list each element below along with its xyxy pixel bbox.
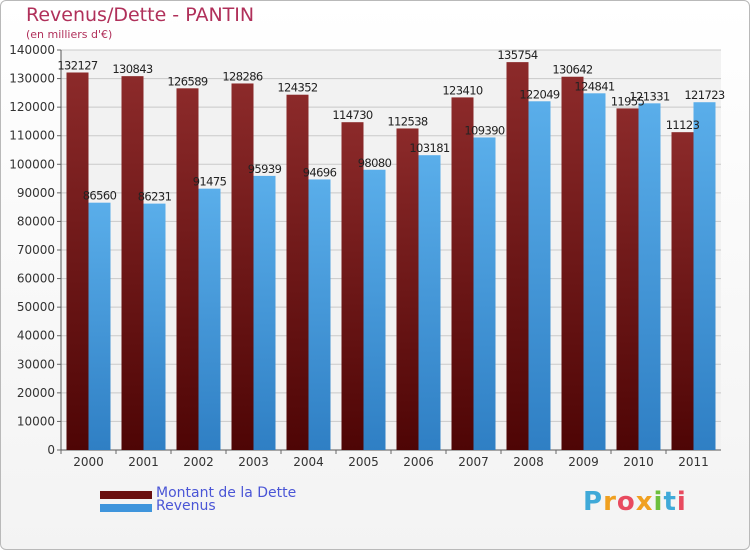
- revenue-value-label: 86231: [138, 190, 172, 204]
- revenue-value-label: 121723: [684, 88, 725, 102]
- debt-value-label: 130843: [112, 62, 153, 76]
- y-tick-label: 40000: [17, 329, 55, 343]
- x-tick-label: 2010: [623, 455, 654, 469]
- debt-bar: [616, 108, 639, 451]
- revenue-value-label: 91475: [193, 175, 227, 189]
- y-tick-label: 20000: [17, 386, 55, 400]
- x-tick-label: 2005: [348, 455, 379, 469]
- logo-letter: x: [635, 487, 654, 517]
- x-tick-label: 2008: [513, 455, 544, 469]
- debt-bar: [286, 94, 309, 451]
- debt-value-label: 135754: [497, 48, 538, 62]
- x-tick-label: 2009: [568, 455, 599, 469]
- revenue-bar: [363, 169, 386, 450]
- debt-value-label: 123410: [442, 83, 483, 97]
- revenue-bar: [528, 101, 551, 450]
- debt-value-label: 124352: [277, 81, 318, 95]
- revenue-value-label: 122049: [519, 87, 560, 101]
- debt-value-label: 114730: [332, 108, 373, 122]
- y-tick-label: 30000: [17, 357, 55, 371]
- revenue-value-label: 103181: [409, 141, 450, 155]
- logo-letter: i: [653, 487, 664, 517]
- revenue-bar: [308, 179, 331, 450]
- revenue-value-label: 86560: [83, 189, 117, 203]
- revenue-value-label: 95939: [248, 162, 282, 176]
- revenue-value-label: 98080: [358, 156, 392, 170]
- x-tick-label: 2006: [403, 455, 434, 469]
- x-tick-label: 2004: [293, 455, 324, 469]
- chart-title: Revenus/Dette - PANTIN: [26, 4, 255, 26]
- debt-bar: [506, 62, 529, 450]
- revenue-bar: [198, 188, 221, 450]
- debt-bar: [66, 72, 89, 450]
- logo-letter: r: [603, 487, 617, 517]
- y-tick-label: 120000: [9, 100, 55, 114]
- debt-value-label: 126589: [167, 74, 208, 88]
- y-tick-label: 90000: [17, 186, 55, 200]
- debt-bar: [671, 132, 694, 450]
- y-tick-label: 70000: [17, 243, 55, 257]
- logo-letter: i: [676, 487, 687, 517]
- chart-subtitle: (en milliers d'€): [26, 28, 113, 41]
- revenue-value-label: 121331: [629, 89, 670, 103]
- revenue-bar: [418, 155, 441, 450]
- debt-value-label: 132127: [57, 58, 98, 72]
- x-tick-label: 2002: [183, 455, 214, 469]
- debt-bar: [176, 88, 199, 451]
- y-tick-label: 50000: [17, 300, 55, 314]
- y-tick-label: 10000: [17, 414, 55, 428]
- debt-value-label: 130642: [552, 63, 593, 77]
- debt-value-label: 128286: [222, 69, 263, 83]
- revenue-bar: [638, 103, 661, 450]
- logo-letter: o: [616, 487, 636, 517]
- logo-letter: P: [583, 487, 604, 517]
- revenue-bar: [693, 102, 716, 450]
- revenue-value-label: 94696: [303, 165, 337, 179]
- revenue-bar: [253, 175, 276, 451]
- debt-bar: [231, 83, 254, 451]
- legend-label-revenue: Revenus: [156, 498, 216, 514]
- legend-swatch-revenue: [100, 504, 152, 512]
- revenue-value-label: 109390: [464, 123, 505, 137]
- y-tick-label: 100000: [9, 157, 55, 171]
- revenue-bar: [88, 202, 111, 450]
- y-tick-label: 130000: [9, 72, 55, 86]
- debt-bar: [396, 128, 419, 450]
- logo-letter: t: [663, 487, 677, 517]
- debt-bar: [561, 76, 584, 450]
- x-tick-label: 2007: [458, 455, 489, 469]
- legend-label-debt: Montant de la Dette: [156, 485, 297, 501]
- debt-value-label: 112538: [387, 114, 428, 128]
- y-tick-label: 110000: [9, 129, 55, 143]
- revenue-bar: [473, 137, 496, 450]
- debt-bar: [341, 122, 364, 450]
- revenue-value-label: 124841: [574, 79, 615, 93]
- y-tick-label: 60000: [17, 272, 55, 286]
- debt-value-label: 11123: [666, 118, 700, 132]
- y-tick-label: 0: [47, 443, 55, 457]
- y-tick-label: 140000: [9, 43, 55, 57]
- x-tick-label: 2000: [73, 455, 104, 469]
- debt-bar: [121, 76, 144, 451]
- x-tick-label: 2001: [128, 455, 159, 469]
- revenue-bar: [583, 93, 606, 450]
- debt-value-label: 11955: [611, 94, 645, 108]
- proxiti-logo: Proxiti: [583, 487, 687, 517]
- debt-bar: [451, 97, 474, 451]
- x-tick-label: 2003: [238, 455, 269, 469]
- legend-swatch-debt: [100, 491, 152, 499]
- x-tick-label: 2011: [678, 455, 709, 469]
- revenue-bar: [143, 203, 166, 450]
- y-tick-label: 80000: [17, 214, 55, 228]
